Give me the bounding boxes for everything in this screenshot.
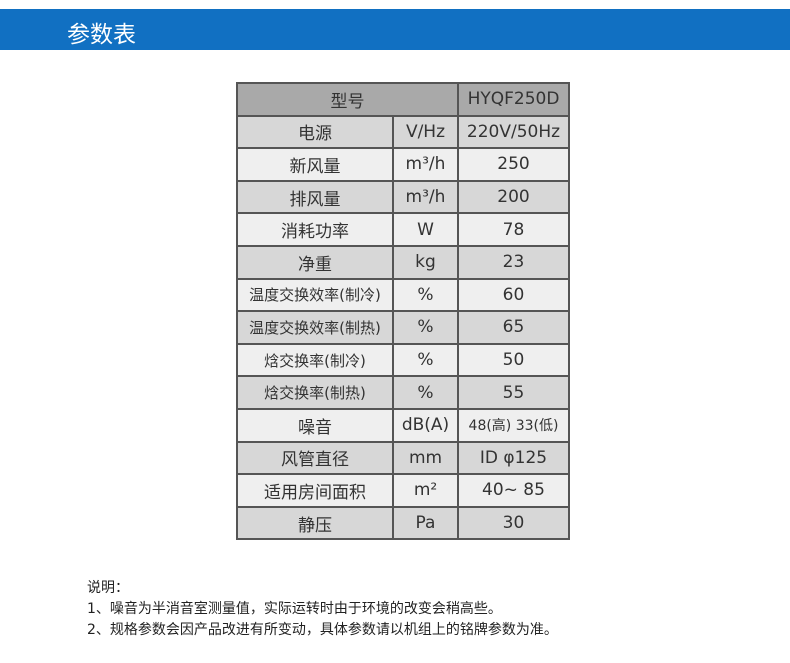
param-value: 50 (457, 342, 570, 378)
param-value: 250 (457, 147, 570, 182)
table-row: 排风量 m³/h 200 (236, 179, 570, 215)
param-value: 23 (457, 244, 570, 280)
param-unit: V/Hz (392, 114, 459, 150)
param-unit: m² (392, 473, 459, 508)
param-unit: dB(A) (392, 407, 459, 443)
param-unit: % (392, 310, 459, 345)
param-label: 消耗功率 (236, 212, 394, 247)
table-row: 净重 kg 23 (236, 244, 570, 280)
param-value: 78 (457, 212, 570, 247)
model-value: HYQF250D (457, 82, 570, 117)
param-value: 55 (457, 375, 570, 410)
param-label: 静压 (236, 505, 394, 541)
table-row: 噪音 dB(A) 48(高) 33(低) (236, 407, 570, 443)
table-row: 适用房间面积 m² 40~ 85 (236, 473, 570, 508)
param-value: 60 (457, 277, 570, 313)
param-unit: mm (392, 440, 459, 476)
spec-table: 型号 HYQF250D 电源 V/Hz 220V/50Hz 新风量 m³/h 250 排风量… (236, 82, 570, 541)
table-row: 风管直径 mm ID φ125 (236, 440, 570, 476)
param-unit: W (392, 212, 459, 247)
table-row: 焓交换率(制热)% 55 (236, 375, 570, 410)
param-value: 65 (457, 310, 570, 345)
table-row: 温度交换效率(制热)% 65 (236, 310, 570, 345)
section-banner: 参数表 (0, 9, 790, 50)
note-item: 2、规格参数会因产品改进有所变动，具体参数请以机组上的铭牌参数为准。 (87, 622, 558, 638)
param-unit: kg (392, 244, 459, 280)
param-label: 温度交换效率(制冷) (236, 277, 394, 313)
model-label: 型号 (236, 82, 459, 117)
param-label: 焓交换率(制热) (236, 375, 394, 410)
table-row: 焓交换率(制冷)% 50 (236, 342, 570, 378)
param-value: 220V/50Hz (457, 114, 570, 150)
param-value: 40~ 85 (457, 473, 570, 508)
table-header-row: 型号 HYQF250D (236, 82, 570, 117)
param-label: 新风量 (236, 147, 394, 182)
param-unit: % (392, 277, 459, 313)
param-unit: m³/h (392, 179, 459, 215)
table-row: 新风量 m³/h 250 (236, 147, 570, 182)
param-label: 排风量 (236, 179, 394, 215)
param-unit: % (392, 342, 459, 378)
param-unit: % (392, 375, 459, 410)
param-value: 30 (457, 505, 570, 541)
param-label: 电源 (236, 114, 394, 150)
table-row: 电源 V/Hz 220V/50Hz (236, 114, 570, 150)
param-value: 48(高) 33(低) (457, 407, 570, 443)
section-title: 参数表 (67, 22, 136, 48)
param-value: ID φ125 (457, 440, 570, 476)
param-label: 适用房间面积 (236, 473, 394, 508)
param-label: 风管直径 (236, 440, 394, 476)
param-unit: Pa (392, 505, 459, 541)
notes-title: 说明： (87, 580, 129, 596)
table-row: 温度交换效率(制冷)% 60 (236, 277, 570, 313)
param-label: 净重 (236, 244, 394, 280)
param-unit: m³/h (392, 147, 459, 182)
note-item: 1、噪音为半消音室测量值，实际运转时由于环境的改变会稍高些。 (87, 601, 502, 617)
table-row: 静压 Pa 30 (236, 505, 570, 541)
table-row: 消耗功率 W 78 (236, 212, 570, 247)
param-label: 噪音 (236, 407, 394, 443)
param-label: 焓交换率(制冷) (236, 342, 394, 378)
notes: 说明： 1、噪音为半消音室测量值，实际运转时由于环境的改变会稍高些。 2、规格参… (87, 578, 558, 641)
param-value: 200 (457, 179, 570, 215)
param-label: 温度交换效率(制热) (236, 310, 394, 345)
